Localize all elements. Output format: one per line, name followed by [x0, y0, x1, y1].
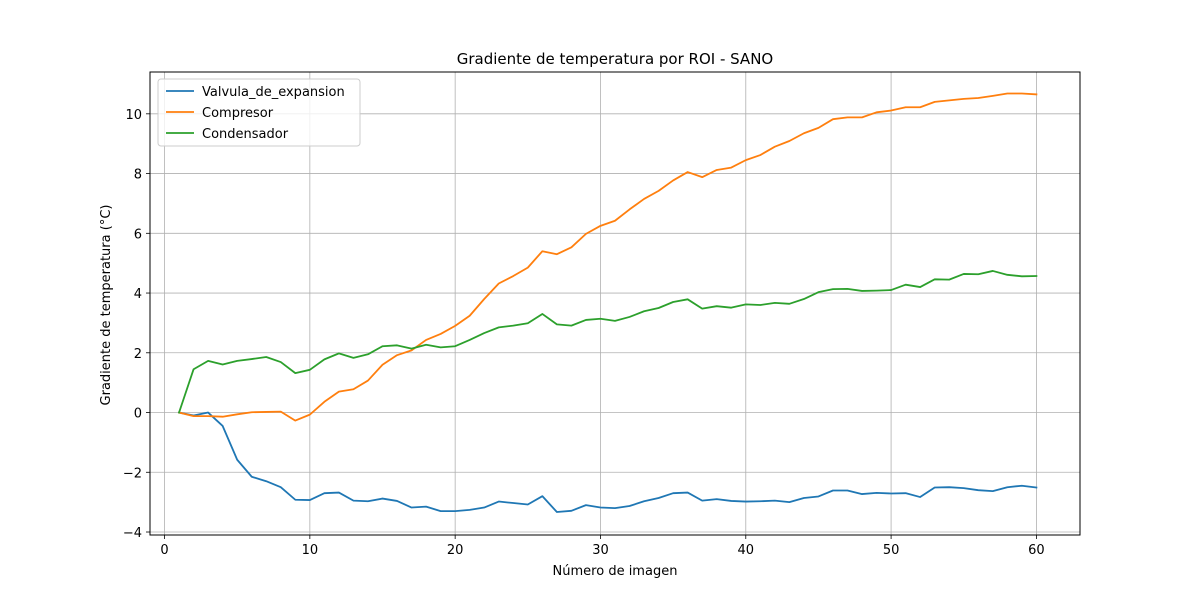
- y-tick-label: 2: [134, 347, 142, 362]
- x-tick-label: 60: [1028, 543, 1045, 558]
- x-axis-label: Número de imagen: [553, 564, 678, 579]
- grid: [150, 72, 1080, 535]
- ticks: 0 10 20 30 40 50 60 −4 −2 0 2 4 6 8 10: [123, 108, 1045, 558]
- x-tick-label: 40: [738, 543, 755, 558]
- y-tick-label: 8: [134, 168, 142, 183]
- y-tick-label: −4: [123, 526, 142, 541]
- chart-title: Gradiente de temperatura por ROI - SANO: [457, 50, 773, 68]
- x-tick-label: 50: [883, 543, 900, 558]
- series-line-valvula-de-expansion: [177, 411, 1038, 513]
- legend-label-valvula-de-expansion: Valvula_de_expansion: [202, 85, 345, 100]
- series-line-compresor: [177, 92, 1038, 422]
- x-tick-label: 10: [302, 543, 319, 558]
- series-lines: [177, 92, 1038, 513]
- series-line-condensador: [177, 270, 1038, 414]
- y-tick-label: 6: [134, 227, 142, 242]
- y-axis-label: Gradiente de temperatura (°C): [99, 205, 114, 406]
- plot-area: 0 10 20 30 40 50 60 −4 −2 0 2 4 6 8 10: [123, 71, 1081, 558]
- legend: Valvula_de_expansion Compresor Condensador: [157, 78, 361, 147]
- legend-label-condensador: Condensador: [202, 127, 289, 142]
- axes-frame: [149, 71, 1081, 536]
- legend-label-compresor: Compresor: [202, 106, 274, 121]
- y-tick-label: 0: [134, 407, 142, 422]
- x-tick-label: 30: [592, 543, 609, 558]
- x-tick-label: 0: [160, 543, 168, 558]
- y-tick-label: 10: [125, 108, 142, 123]
- y-tick-label: −2: [123, 466, 142, 481]
- x-tick-label: 20: [447, 543, 464, 558]
- legend-box: [157, 78, 361, 147]
- y-tick-label: 4: [134, 287, 142, 302]
